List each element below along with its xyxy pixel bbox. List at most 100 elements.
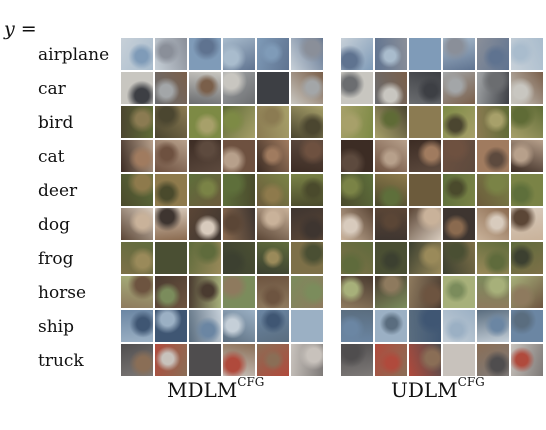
udlm-sample-airplane-1 (341, 38, 373, 70)
udlm-sample-ship-5 (477, 310, 509, 342)
udlm-sample-airplane-5 (477, 38, 509, 70)
udlm-sample-frog-4 (443, 242, 475, 274)
mdlm-sample-frog-1 (121, 242, 153, 274)
mdlm-sample-dog-5 (257, 208, 289, 240)
class-label-bird: bird (38, 113, 74, 133)
mdlm-sample-car-5 (257, 72, 289, 104)
mdlm-sample-deer-5 (257, 174, 289, 206)
udlm-sample-truck-4 (443, 344, 475, 376)
udlm-sample-cat-1 (341, 140, 373, 172)
mdlm-sample-airplane-2 (155, 38, 187, 70)
udlm-sample-cat-3 (409, 140, 441, 172)
mdlm-sample-horse-6 (291, 276, 323, 308)
mdlm-sample-deer-4 (223, 174, 255, 206)
mdlm-sample-ship-2 (155, 310, 187, 342)
udlm-sample-frog-1 (341, 242, 373, 274)
mdlm-caption: MDLMCFG (167, 375, 264, 402)
udlm-sample-bird-6 (511, 106, 543, 138)
udlm-sample-bird-3 (409, 106, 441, 138)
mdlm-sample-cat-4 (223, 140, 255, 172)
udlm-sample-dog-1 (341, 208, 373, 240)
udlm-sample-truck-3 (409, 344, 441, 376)
mdlm-sample-bird-4 (223, 106, 255, 138)
mdlm-caption-name: MDLM (167, 378, 238, 402)
udlm-sample-horse-1 (341, 276, 373, 308)
udlm-sample-horse-6 (511, 276, 543, 308)
udlm-sample-truck-1 (341, 344, 373, 376)
mdlm-sample-cat-1 (121, 140, 153, 172)
mdlm-sample-ship-3 (189, 310, 221, 342)
udlm-sample-frog-3 (409, 242, 441, 274)
udlm-caption-superscript: CFG (457, 375, 485, 390)
udlm-caption-name: UDLM (391, 378, 458, 402)
mdlm-sample-airplane-5 (257, 38, 289, 70)
equals-sign: = (20, 18, 37, 40)
mdlm-sample-truck-5 (257, 344, 289, 376)
mdlm-sample-ship-5 (257, 310, 289, 342)
udlm-sample-bird-1 (341, 106, 373, 138)
mdlm-sample-car-4 (223, 72, 255, 104)
udlm-sample-cat-5 (477, 140, 509, 172)
class-label-dog: dog (38, 215, 70, 235)
udlm-sample-truck-2 (375, 344, 407, 376)
mdlm-sample-frog-3 (189, 242, 221, 274)
mdlm-sample-dog-4 (223, 208, 255, 240)
udlm-sample-bird-2 (375, 106, 407, 138)
mdlm-sample-bird-5 (257, 106, 289, 138)
udlm-sample-bird-4 (443, 106, 475, 138)
mdlm-sample-frog-2 (155, 242, 187, 274)
udlm-sample-cat-4 (443, 140, 475, 172)
mdlm-sample-dog-3 (189, 208, 221, 240)
udlm-sample-car-2 (375, 72, 407, 104)
udlm-sample-cat-2 (375, 140, 407, 172)
udlm-sample-car-6 (511, 72, 543, 104)
udlm-sample-dog-4 (443, 208, 475, 240)
udlm-sample-cat-6 (511, 140, 543, 172)
udlm-sample-deer-5 (477, 174, 509, 206)
udlm-sample-deer-1 (341, 174, 373, 206)
udlm-sample-ship-1 (341, 310, 373, 342)
udlm-sample-deer-3 (409, 174, 441, 206)
mdlm-sample-cat-5 (257, 140, 289, 172)
udlm-sample-frog-5 (477, 242, 509, 274)
mdlm-sample-ship-4 (223, 310, 255, 342)
mdlm-sample-frog-6 (291, 242, 323, 274)
udlm-sample-horse-2 (375, 276, 407, 308)
udlm-sample-airplane-6 (511, 38, 543, 70)
udlm-sample-dog-6 (511, 208, 543, 240)
udlm-sample-horse-5 (477, 276, 509, 308)
udlm-sample-ship-6 (511, 310, 543, 342)
mdlm-sample-truck-6 (291, 344, 323, 376)
udlm-sample-horse-3 (409, 276, 441, 308)
udlm-sample-deer-2 (375, 174, 407, 206)
y-symbol: y (4, 18, 15, 40)
mdlm-sample-car-6 (291, 72, 323, 104)
class-label-car: car (38, 79, 66, 99)
udlm-sample-car-5 (477, 72, 509, 104)
mdlm-sample-dog-6 (291, 208, 323, 240)
class-label-airplane: airplane (38, 45, 110, 65)
mdlm-sample-horse-4 (223, 276, 255, 308)
class-label-frog: frog (38, 249, 74, 269)
class-variable-label: y = (4, 18, 37, 40)
mdlm-sample-ship-6 (291, 310, 323, 342)
udlm-sample-grid (341, 38, 545, 378)
udlm-sample-car-4 (443, 72, 475, 104)
mdlm-sample-bird-2 (155, 106, 187, 138)
mdlm-sample-airplane-1 (121, 38, 153, 70)
mdlm-sample-grid (121, 38, 325, 378)
mdlm-sample-horse-5 (257, 276, 289, 308)
mdlm-sample-frog-5 (257, 242, 289, 274)
class-label-deer: deer (38, 181, 78, 201)
udlm-sample-airplane-2 (375, 38, 407, 70)
class-label-ship: ship (38, 317, 74, 337)
mdlm-sample-truck-4 (223, 344, 255, 376)
mdlm-sample-bird-1 (121, 106, 153, 138)
udlm-sample-ship-3 (409, 310, 441, 342)
udlm-sample-truck-5 (477, 344, 509, 376)
udlm-sample-dog-5 (477, 208, 509, 240)
udlm-sample-deer-4 (443, 174, 475, 206)
mdlm-sample-airplane-6 (291, 38, 323, 70)
udlm-sample-truck-6 (511, 344, 543, 376)
mdlm-sample-car-2 (155, 72, 187, 104)
